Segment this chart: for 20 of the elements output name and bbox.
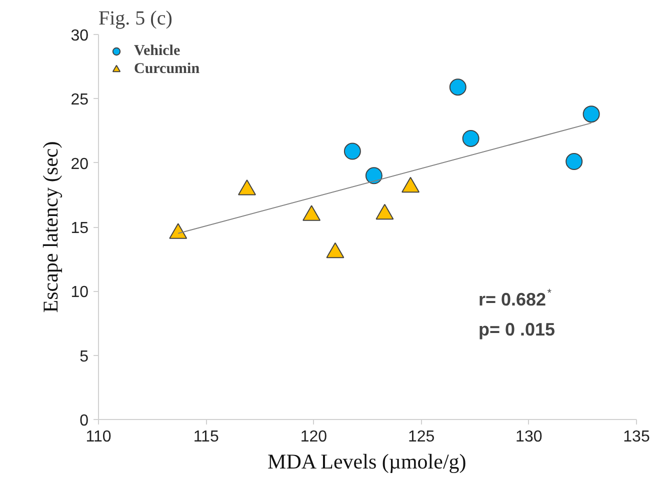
y-axis-title: Escape latency (sec) xyxy=(38,141,63,313)
annotation: p= 0 .015 xyxy=(478,320,556,340)
x-tick-label: 110 xyxy=(86,428,112,446)
y-tick-label: 0 xyxy=(80,412,89,430)
y-tick-label: 5 xyxy=(80,348,89,366)
x-tick-label: 120 xyxy=(300,428,328,446)
y-tick-label: 15 xyxy=(70,220,89,237)
y-tick-label: 10 xyxy=(70,284,89,302)
x-axis-title: MDA Levels (µmole/g) xyxy=(268,450,466,474)
x-tick-label: 115 xyxy=(193,428,219,446)
annotation: r= 0.682* xyxy=(478,288,552,310)
x-tick-label: 135 xyxy=(623,428,650,446)
y-tick-label: 25 xyxy=(70,92,89,109)
y-tick-label: 20 xyxy=(70,156,89,173)
chart-title: Fig. 5 (c) xyxy=(98,8,172,30)
y-tick-label: 30 xyxy=(70,28,89,44)
legend-label: Curcumin xyxy=(134,60,200,78)
x-tick-label: 130 xyxy=(516,428,542,446)
legend-label: Vehicle xyxy=(134,42,180,60)
x-tick-label: 125 xyxy=(408,428,435,446)
